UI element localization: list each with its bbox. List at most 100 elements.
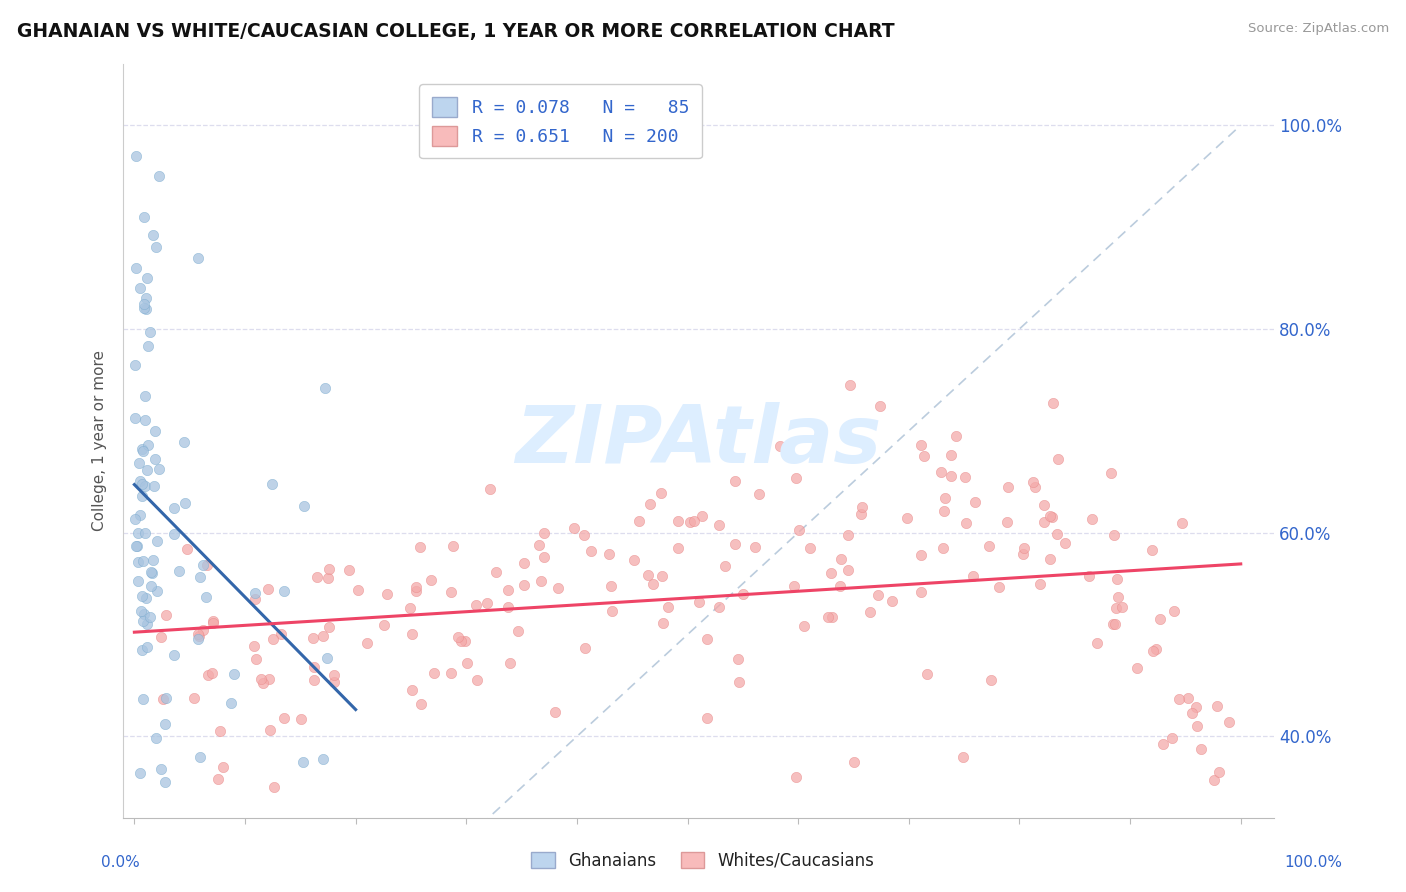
Point <box>132 297 155 311</box>
Point <box>934 503 956 517</box>
Point <box>150 630 173 644</box>
Point <box>1033 498 1056 512</box>
Point <box>600 604 623 618</box>
Point <box>420 573 443 587</box>
Point <box>931 466 953 480</box>
Point <box>707 600 730 615</box>
Point <box>131 476 153 491</box>
Point <box>837 527 859 541</box>
Point <box>498 600 520 615</box>
Point <box>1012 541 1035 556</box>
Point <box>793 618 815 632</box>
Point <box>134 413 156 427</box>
Point <box>952 749 974 764</box>
Point <box>955 516 977 531</box>
Point <box>744 540 766 554</box>
Point <box>1171 516 1194 530</box>
Point <box>868 588 890 602</box>
Point <box>910 438 932 452</box>
Point <box>1181 706 1204 721</box>
Point <box>125 540 148 554</box>
Point <box>1039 508 1062 523</box>
Point <box>651 569 673 583</box>
Point <box>143 479 166 493</box>
Point <box>1184 699 1206 714</box>
Point <box>398 600 420 615</box>
Point <box>1029 577 1052 591</box>
Point <box>132 210 155 224</box>
Point <box>405 584 427 599</box>
Point <box>131 489 153 503</box>
Point <box>135 291 157 305</box>
Point <box>135 463 157 477</box>
Point <box>641 577 664 591</box>
Point <box>259 723 281 738</box>
Point <box>262 632 284 647</box>
Point <box>131 643 153 657</box>
Point <box>997 480 1019 494</box>
Point <box>138 339 160 353</box>
Point <box>640 497 662 511</box>
Point <box>1107 572 1129 586</box>
Point <box>690 509 713 524</box>
Point <box>934 491 956 506</box>
Point <box>581 543 603 558</box>
Point <box>128 456 150 470</box>
Point <box>174 496 197 510</box>
Point <box>995 515 1018 529</box>
Point <box>132 692 155 706</box>
Point <box>623 553 645 567</box>
Point <box>135 301 157 316</box>
Point <box>1142 644 1164 658</box>
Point <box>1054 536 1077 550</box>
Point <box>148 169 170 183</box>
Point <box>679 515 702 529</box>
Point <box>1022 475 1045 489</box>
Point <box>1078 569 1101 583</box>
Text: ZIPAtlas: ZIPAtlas <box>516 402 882 480</box>
Point <box>782 579 804 593</box>
Point <box>651 616 673 631</box>
Point <box>142 228 165 243</box>
Point <box>139 565 162 579</box>
Point <box>1102 616 1125 631</box>
Point <box>785 770 807 784</box>
Point <box>129 474 152 488</box>
Point <box>401 682 423 697</box>
Point <box>292 500 315 514</box>
Point <box>707 518 730 533</box>
Point <box>837 563 859 577</box>
Point <box>839 378 862 392</box>
Point <box>456 657 478 671</box>
Point <box>1177 690 1199 705</box>
Point <box>304 660 326 674</box>
Point <box>820 566 842 580</box>
Point <box>132 554 155 568</box>
Point <box>127 526 149 541</box>
Point <box>1024 480 1046 494</box>
Text: 100.0%: 100.0% <box>1285 855 1343 870</box>
Point <box>132 444 155 458</box>
Point <box>1046 526 1069 541</box>
Point <box>1206 698 1229 713</box>
Point <box>1208 764 1230 779</box>
Point <box>146 583 169 598</box>
Point <box>250 672 273 686</box>
Point <box>817 610 839 624</box>
Text: Source: ZipAtlas.com: Source: ZipAtlas.com <box>1249 22 1389 36</box>
Point <box>191 558 214 573</box>
Point <box>145 731 167 745</box>
Point <box>183 691 205 706</box>
Point <box>1149 612 1171 626</box>
Point <box>135 640 157 655</box>
Point <box>731 587 754 601</box>
Point <box>252 675 274 690</box>
Point <box>696 632 718 646</box>
Point <box>124 512 146 526</box>
Point <box>1085 635 1108 649</box>
Point <box>1163 604 1185 618</box>
Point <box>187 632 209 646</box>
Point <box>1102 527 1125 541</box>
Point <box>127 574 149 589</box>
Point <box>941 469 963 483</box>
